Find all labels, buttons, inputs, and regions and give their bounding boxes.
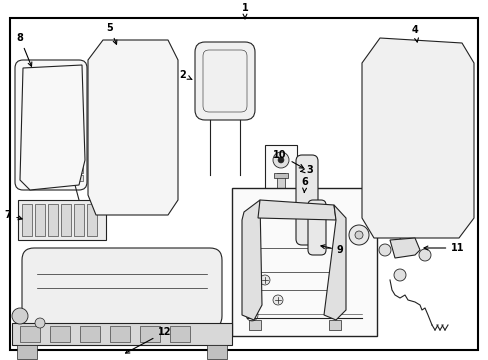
- Text: 9: 9: [320, 245, 343, 255]
- Circle shape: [157, 146, 161, 150]
- Circle shape: [12, 308, 28, 324]
- Bar: [276, 173, 285, 195]
- Bar: [50, 326, 70, 342]
- Circle shape: [260, 275, 269, 285]
- Bar: [74, 204, 84, 236]
- Text: 5: 5: [106, 23, 117, 44]
- Text: 7: 7: [4, 210, 22, 220]
- Circle shape: [139, 164, 142, 168]
- Bar: [69, 175, 83, 181]
- Polygon shape: [20, 65, 85, 190]
- Polygon shape: [242, 200, 262, 320]
- Bar: [12, 323, 231, 345]
- Bar: [20, 326, 40, 342]
- FancyBboxPatch shape: [22, 248, 222, 328]
- Bar: [140, 326, 160, 342]
- Circle shape: [272, 152, 288, 168]
- Bar: [69, 151, 83, 157]
- Circle shape: [139, 128, 142, 132]
- Circle shape: [244, 287, 254, 297]
- Circle shape: [35, 318, 45, 328]
- Circle shape: [398, 229, 410, 241]
- Bar: [231, 188, 376, 336]
- Text: 6: 6: [301, 177, 308, 193]
- Bar: [48, 204, 58, 236]
- Text: 2: 2: [179, 70, 191, 80]
- Text: 1: 1: [241, 3, 248, 19]
- Bar: [264, 145, 296, 200]
- Circle shape: [157, 164, 161, 168]
- Bar: [328, 320, 340, 330]
- Polygon shape: [389, 238, 419, 258]
- Circle shape: [157, 128, 161, 132]
- Bar: [22, 204, 32, 236]
- Circle shape: [121, 146, 125, 150]
- Bar: [17, 345, 37, 359]
- Bar: [87, 204, 97, 236]
- Bar: [69, 143, 83, 149]
- Circle shape: [272, 295, 283, 305]
- Circle shape: [348, 225, 368, 245]
- FancyBboxPatch shape: [295, 155, 317, 245]
- Bar: [80, 326, 100, 342]
- FancyBboxPatch shape: [15, 60, 87, 190]
- Text: 12: 12: [125, 327, 171, 353]
- Circle shape: [354, 231, 362, 239]
- Bar: [35, 204, 45, 236]
- Polygon shape: [88, 40, 178, 215]
- Text: 3: 3: [300, 165, 313, 175]
- Bar: [170, 326, 190, 342]
- Circle shape: [139, 146, 142, 150]
- Bar: [18, 200, 106, 240]
- FancyBboxPatch shape: [195, 42, 254, 120]
- Circle shape: [278, 157, 284, 163]
- Polygon shape: [258, 200, 335, 220]
- Polygon shape: [324, 205, 346, 320]
- Circle shape: [121, 164, 125, 168]
- Text: 8: 8: [17, 33, 32, 66]
- Bar: [248, 320, 261, 330]
- Circle shape: [378, 244, 390, 256]
- Circle shape: [30, 83, 44, 97]
- Bar: [69, 159, 83, 165]
- Circle shape: [121, 128, 125, 132]
- Bar: [273, 173, 287, 178]
- Text: 11: 11: [423, 243, 464, 253]
- Circle shape: [418, 249, 430, 261]
- Circle shape: [393, 269, 405, 281]
- Bar: [206, 345, 226, 359]
- Text: 10: 10: [273, 150, 303, 168]
- Bar: [69, 135, 83, 141]
- Bar: [110, 326, 130, 342]
- Text: 4: 4: [411, 25, 418, 42]
- FancyBboxPatch shape: [307, 200, 325, 255]
- Polygon shape: [361, 38, 473, 238]
- Bar: [69, 167, 83, 173]
- Bar: [61, 204, 71, 236]
